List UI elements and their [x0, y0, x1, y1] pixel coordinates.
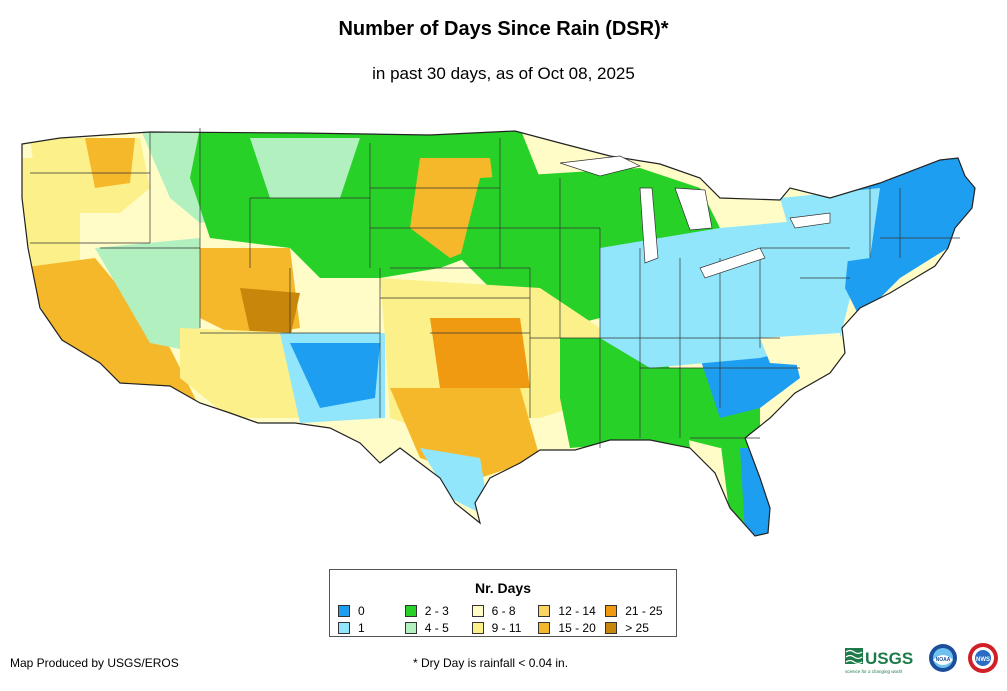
- usgs-tagline: science for a changing world: [845, 669, 903, 674]
- agency-logos: USGS science for a changing world NOAA N…: [845, 643, 998, 674]
- legend-title: Nr. Days: [474, 580, 532, 596]
- noaa-logo: NOAA: [929, 644, 957, 672]
- legend-swatch: [471, 622, 484, 634]
- legend-label: > 25: [625, 621, 649, 635]
- dsr-map: [21, 128, 976, 537]
- legend-item: 6 - 8: [471, 604, 539, 618]
- legend-swatch: [404, 622, 417, 634]
- legend-label: 2 - 3: [424, 604, 449, 618]
- legend-item: 4 - 5: [404, 621, 472, 635]
- nws-logo: NWS: [968, 643, 998, 673]
- legend-label: 21 - 25: [625, 604, 663, 618]
- legend-item: > 25: [605, 621, 672, 635]
- map-title: Number of Days Since Rain (DSR)*: [338, 18, 669, 40]
- legend-swatch: [605, 622, 618, 634]
- usgs-logo: USGS science for a changing world: [845, 648, 913, 674]
- footnote-text: * Dry Day is rainfall < 0.04 in.: [413, 656, 569, 670]
- legend-box: Nr. Days 0 2 - 3 6 - 8 12 - 14 21 - 25 1 4 - 5…: [329, 569, 677, 637]
- legend-swatch: [404, 605, 417, 617]
- nws-text: NWS: [976, 657, 990, 663]
- great-lakes: [559, 155, 831, 279]
- noaa-text: NOAA: [936, 657, 951, 663]
- map-subtitle: in past 30 days, as of Oct 08, 2025: [372, 64, 635, 83]
- legend-item: 2 - 3: [404, 604, 472, 618]
- legend-item: 9 - 11: [471, 621, 539, 635]
- legend-swatch: [338, 605, 350, 617]
- legend-label: 15 - 20: [558, 621, 596, 635]
- legend-label: 0: [358, 604, 365, 618]
- dsr-fill-layer: [22, 131, 975, 536]
- legend-item: 1: [338, 621, 405, 635]
- legend-item: 15 - 20: [538, 621, 605, 635]
- credit-text: Map Produced by USGS/EROS: [10, 656, 179, 670]
- legend-label: 12 - 14: [558, 604, 596, 618]
- legend-swatch: [538, 605, 551, 617]
- state-boundaries: [30, 128, 960, 448]
- legend-item: 12 - 14: [538, 604, 605, 618]
- legend-grid: 0 2 - 3 6 - 8 12 - 14 21 - 25 1 4 - 5 9 - 11 15 …: [338, 604, 672, 635]
- legend-swatch: [471, 605, 484, 617]
- legend-swatch: [338, 622, 350, 634]
- legend-swatch: [538, 622, 551, 634]
- legend-label: 9 - 11: [491, 621, 522, 635]
- us-outline: [21, 130, 976, 537]
- legend-label: 1: [358, 621, 365, 635]
- legend-label: 4 - 5: [424, 621, 449, 635]
- legend-item: 21 - 25: [605, 604, 672, 618]
- legend-swatch: [605, 605, 618, 617]
- legend-label: 6 - 8: [491, 604, 516, 618]
- usgs-text: USGS: [865, 649, 913, 668]
- legend-item: 0: [338, 604, 405, 618]
